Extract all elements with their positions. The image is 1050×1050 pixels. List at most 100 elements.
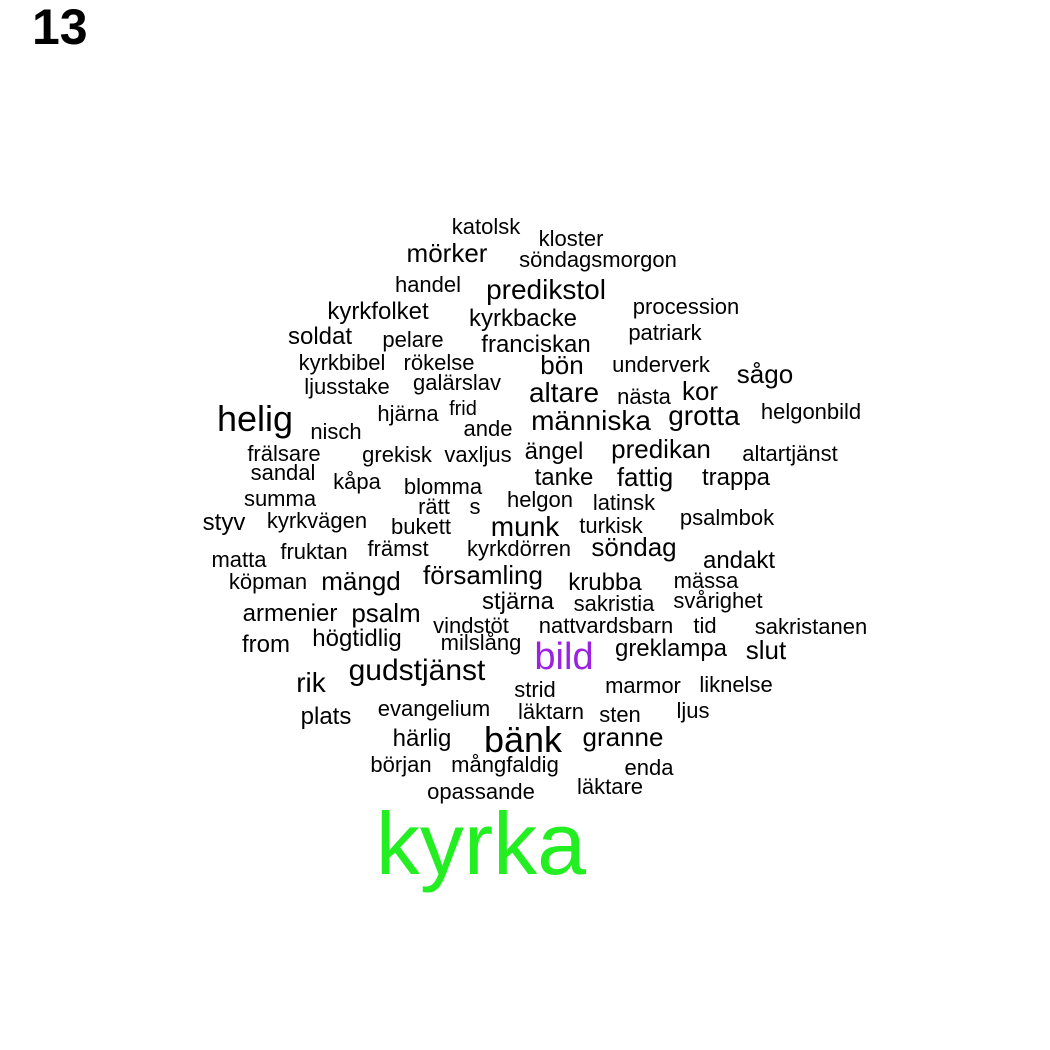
cloud-word: människa [531,405,651,436]
cloud-word: kyrkbibel [299,350,386,375]
cloud-word: frid [449,398,477,420]
cloud-word: greklampa [615,635,728,662]
cloud-word: sandal [251,460,316,485]
cloud-word: gudstjänst [349,654,486,687]
cloud-word: patriark [628,320,702,345]
cloud-word: altartjänst [742,441,837,466]
cloud-word: kyrkbacke [469,305,577,332]
cloud-word: rätt [418,494,450,519]
cloud-word: evangelium [378,696,491,721]
cloud-word: församling [423,560,543,590]
cloud-word: opassande [427,779,535,804]
cloud-word: ljus [676,698,709,723]
cloud-word: granne [583,722,664,752]
cloud-word: s [470,494,481,519]
cloud-word: kyrkvägen [267,508,367,533]
cloud-word: sågo [737,359,793,389]
cloud-word: psalmbok [680,505,775,530]
cloud-word: mångfaldig [451,752,559,777]
cloud-word: procession [633,294,739,319]
cloud-word: psalm [351,598,420,628]
cloud-word: frälsare [247,441,320,466]
cloud-word: kyrkdörren [467,536,571,561]
cloud-word: tid [693,613,716,638]
cloud-word: kåpa [333,469,381,494]
cloud-word: predikan [611,434,711,464]
cloud-word: vaxljus [444,442,511,467]
cloud-word: plats [301,703,352,730]
cloud-word: högtidlig [312,625,401,652]
cloud-word: början [370,752,431,777]
cloud-word: mässa [674,568,740,593]
cloud-word: strid [514,677,556,702]
cloud-word: helig [217,398,293,439]
cloud-word: sten [599,702,641,727]
cloud-word: nästa [617,384,672,409]
cloud-word: kyrka [376,794,586,893]
cloud-word: främst [367,536,428,561]
cloud-word: söndagsmorgon [519,247,677,272]
cloud-word: armenier [243,600,338,627]
cloud-word: kyrkfolket [327,298,429,325]
cloud-word: predikstol [486,274,606,305]
cloud-word: fruktan [280,539,347,564]
cloud-word: ängel [525,438,584,465]
cloud-word: helgon [507,487,573,512]
cloud-word: söndag [591,532,676,562]
cloud-word: rik [296,667,327,698]
cloud-word: kor [682,376,718,406]
cloud-word: enda [625,755,675,780]
cloud-word: latinsk [593,490,656,515]
cloud-word: läktarn [518,699,584,724]
cloud-word: soldat [288,323,352,350]
cloud-word: bild [534,636,593,678]
cloud-word: grekisk [362,442,433,467]
cloud-word: mängd [321,566,401,596]
cloud-word: stjärna [482,588,555,615]
cloud-word: läktare [577,774,643,799]
cloud-word: liknelse [699,672,772,697]
cloud-word: rökelse [404,350,475,375]
cloud-word: pelare [382,327,443,352]
cloud-word: underverk [612,352,711,377]
cloud-word: ande [464,416,513,441]
cloud-word: krubba [568,569,642,596]
cloud-word: blomma [404,474,483,499]
cloud-word: trappa [702,464,771,491]
cloud-word: handel [395,272,461,297]
cloud-word: slut [746,635,787,665]
cloud-word: köpman [229,569,307,594]
cloud-word: galärslav [413,370,501,395]
figure-number: 13 [32,0,88,55]
cloud-word: ljusstake [304,374,390,399]
cloud-word: tanke [535,464,594,491]
cloud-word: turkisk [579,513,644,538]
cloud-word: from [242,631,290,658]
cloud-word: grotta [668,400,740,431]
cloud-word: munk [491,511,560,542]
cloud-word: sakristanen [755,614,868,639]
cloud-word: styv [203,509,246,536]
cloud-word: bön [540,350,583,380]
cloud-word: katolsk [452,214,521,239]
cloud-word: sakristia [574,591,655,616]
cloud-word: vindstöt [433,613,509,638]
cloud-word: härlig [393,725,452,752]
cloud-word: svårighet [673,588,762,613]
cloud-word: altare [529,377,599,408]
cloud-word: matta [211,547,267,572]
cloud-word: nattvardsbarn [539,613,674,638]
cloud-word: summa [244,486,317,511]
cloud-word: nisch [310,419,361,444]
cloud-word: milslång [441,630,522,655]
cloud-word: bänk [484,719,563,760]
cloud-word: mörker [407,238,488,268]
cloud-word: helgonbild [761,399,861,424]
cloud-word: fattig [617,462,673,492]
cloud-word: bukett [391,514,451,539]
cloud-word: kloster [539,226,604,251]
cloud-word: andakt [703,547,775,574]
